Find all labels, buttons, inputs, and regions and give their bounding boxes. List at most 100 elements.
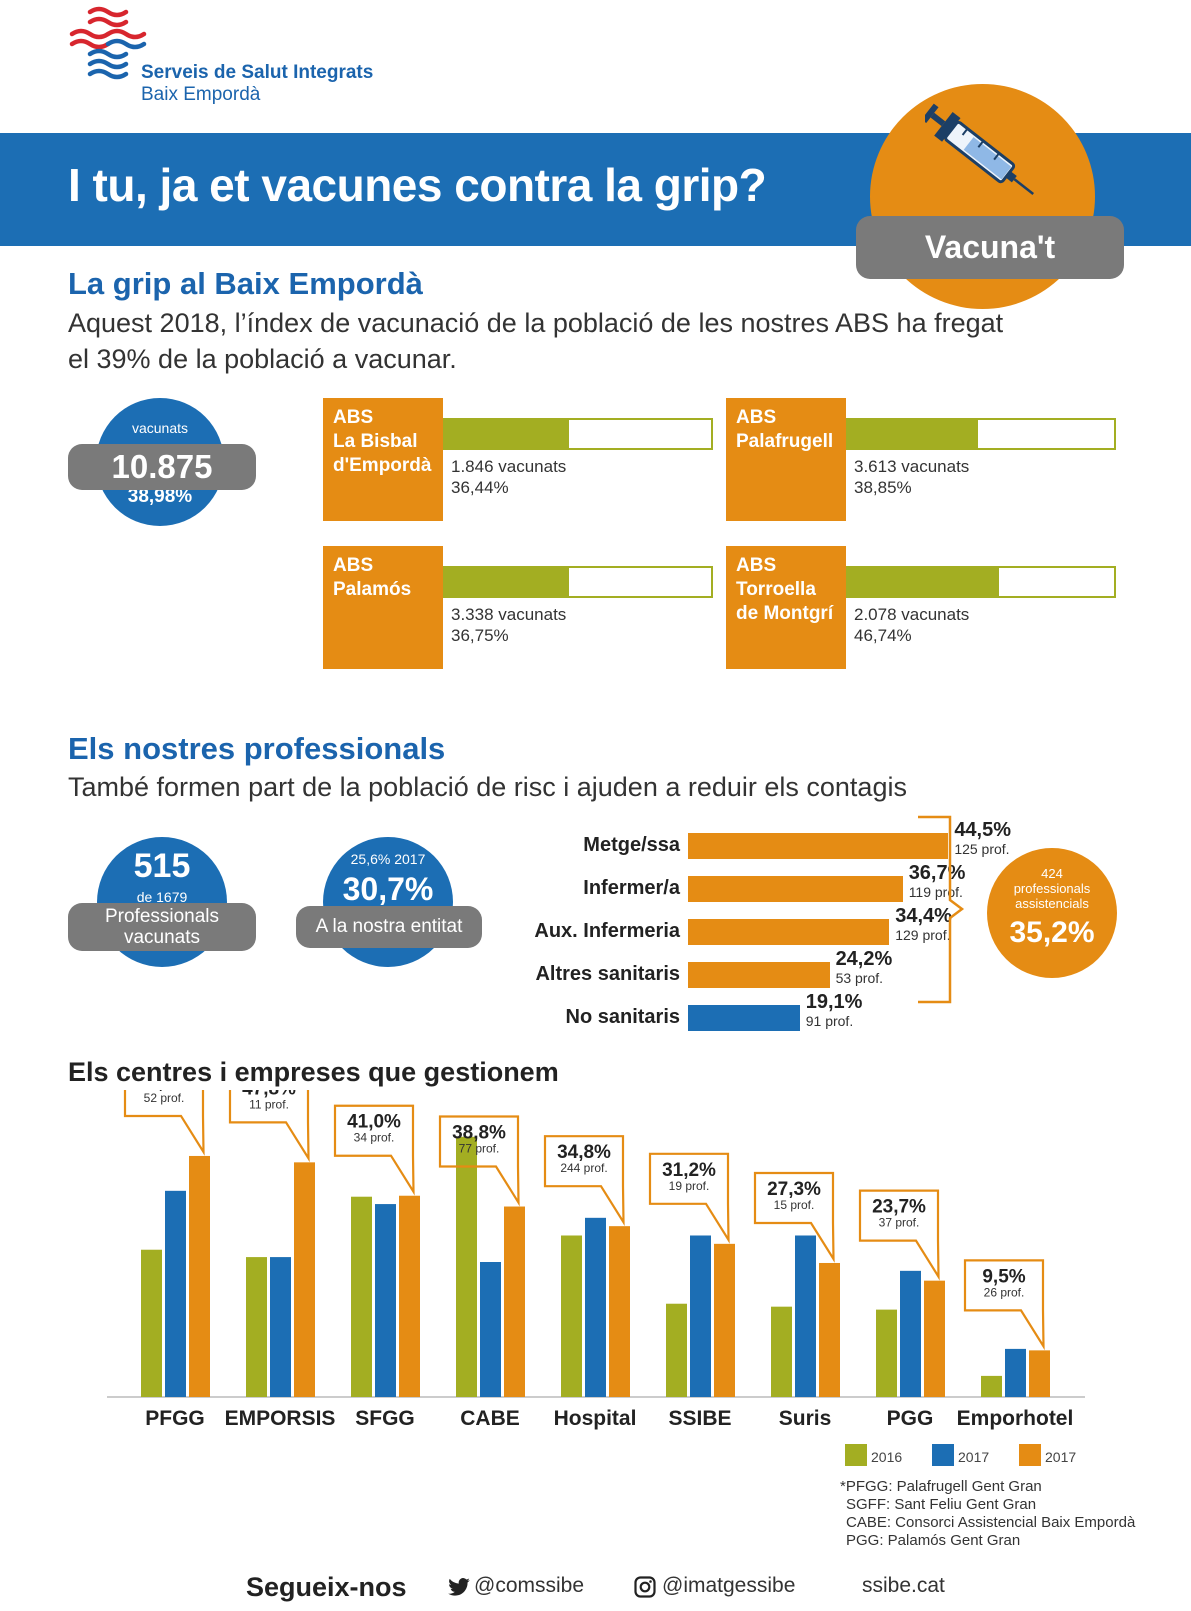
bar-sfgg-1 xyxy=(375,1204,396,1397)
callout-box xyxy=(438,1115,520,1207)
bar-sfgg-2 xyxy=(399,1195,420,1397)
vaccinated-pill-line: vacunats xyxy=(123,927,201,948)
callout-box xyxy=(543,1135,625,1227)
bar-cabe-1 xyxy=(480,1262,501,1397)
legend-label: 2016 xyxy=(871,1449,903,1465)
vaccinated-sub: de 1679 xyxy=(136,889,188,905)
abs-pct: 46,74% xyxy=(854,626,912,645)
summary-text: 424 professionals assistencials xyxy=(987,866,1117,911)
abs-label-line: ABS xyxy=(333,555,374,576)
abs-card: ABS Palamós 3.338 vacunats 36,75% xyxy=(323,546,713,669)
callout-count: 37 prof. xyxy=(879,1216,920,1230)
abs-label-line: ABS xyxy=(333,407,374,428)
professional-count: 53 prof. xyxy=(835,970,884,986)
abs-progress-bar xyxy=(443,566,713,598)
instagram-icon[interactable] xyxy=(634,1576,656,1598)
professional-bar xyxy=(688,919,890,945)
callout-box xyxy=(963,1259,1045,1351)
abs-label: ABS La Bisbal d'Empordà xyxy=(323,398,443,521)
category-label: EMPORSIS xyxy=(224,1407,336,1430)
bar-pfgg-2 xyxy=(189,1155,210,1397)
bar-cabe-0 xyxy=(456,1136,477,1397)
abs-progress-bar xyxy=(443,418,713,450)
abs-count-block: 2.078 vacunats 46,74% xyxy=(854,604,969,646)
footnote: PGG: Palamós Gent Gran xyxy=(846,1532,1021,1549)
bar-emporsis-1 xyxy=(270,1257,291,1397)
summary-circle: 424 professionals assistencials 35,2% xyxy=(987,848,1117,978)
bar-ssibe-0 xyxy=(666,1303,687,1397)
abs-label-line: d'Empordà xyxy=(333,455,432,476)
bar-emporsis-0 xyxy=(246,1257,267,1397)
professional-bar xyxy=(688,833,949,859)
callout-box xyxy=(333,1104,415,1196)
callout-count: 26 prof. xyxy=(984,1285,1025,1299)
bar-emporhotel-2 xyxy=(1029,1350,1050,1397)
legend-swatch xyxy=(932,1444,954,1466)
category-label: PGG xyxy=(886,1407,934,1430)
bar-cabe-2 xyxy=(504,1206,525,1397)
professional-pct: 34,4% xyxy=(895,905,952,927)
abs-label-line: Torroella xyxy=(736,579,816,600)
professional-bar xyxy=(688,962,830,988)
bar-emporhotel-1 xyxy=(1005,1348,1026,1397)
callout-box xyxy=(858,1189,940,1281)
bar-pgg-1 xyxy=(900,1270,921,1397)
callout-count: 15 prof. xyxy=(774,1198,815,1212)
callout-box xyxy=(753,1171,835,1263)
abs-card: ABS La Bisbal d'Empordà 1.846 vacunats 3… xyxy=(323,398,713,521)
category-label: PFGG xyxy=(145,1407,205,1430)
legend-label: 2017 xyxy=(1045,1449,1077,1465)
vaccinated-value: 515 xyxy=(133,847,191,885)
footnote: SGFF: Sant Feliu Gent Gran xyxy=(846,1496,1037,1513)
twitter-icon[interactable] xyxy=(448,1578,470,1596)
follow-label: Segueix-nos xyxy=(246,1572,407,1602)
professional-row-label: No sanitaris xyxy=(565,1006,680,1028)
twitter-handle[interactable]: @comssibe xyxy=(474,1574,585,1597)
callout-box xyxy=(123,1090,205,1156)
logo-mark xyxy=(69,6,147,80)
professional-row-label: Altres sanitaris xyxy=(535,963,680,985)
bar-pfgg-0 xyxy=(141,1249,162,1397)
legend-swatch xyxy=(845,1444,867,1466)
professional-row-label: Infermer/a xyxy=(583,877,680,899)
callout-box xyxy=(228,1090,310,1163)
category-label: Suris xyxy=(778,1407,832,1430)
entity-value: 30,7% xyxy=(342,871,434,907)
abs-label-line: ABS xyxy=(736,555,777,576)
professional-pct: 44,5% xyxy=(954,819,1012,841)
bar-emporhotel-0 xyxy=(981,1375,1002,1397)
category-label: SFGG xyxy=(355,1407,415,1430)
callout-box xyxy=(648,1152,730,1244)
callout-pct: 41,0% xyxy=(347,1112,401,1133)
abs-label-line: de Montgrí xyxy=(736,603,834,624)
professional-bar xyxy=(688,1005,800,1031)
abs-progress-bar xyxy=(846,418,1116,450)
abs-label: ABS Palafrugell xyxy=(726,398,846,521)
professional-row-label: Aux. Infermeria xyxy=(534,920,680,942)
callout-pct: 31,2% xyxy=(662,1160,716,1181)
website-link[interactable]: ssibe.cat xyxy=(862,1574,945,1597)
footnote: CABE: Consorci Assistencial Baix Empordà xyxy=(846,1514,1136,1531)
cta-label: Vacuna't xyxy=(856,216,1124,279)
bar-suris-2 xyxy=(819,1262,840,1397)
bar-emporsis-2 xyxy=(294,1162,315,1397)
abs-label-line: La Bisbal xyxy=(333,431,418,452)
bar-hospital-2 xyxy=(609,1226,630,1397)
professional-count: 125 prof. xyxy=(954,841,1010,857)
callout-pct: 27,3% xyxy=(767,1179,821,1200)
abs-progress-bar xyxy=(846,566,1116,598)
section-lead-line2: el 39% de la població a vacunar. xyxy=(68,344,457,374)
abs-card: ABS Torroella de Montgrí 2.078 vacunats … xyxy=(726,546,1116,669)
instagram-handle[interactable]: @imatgessibe xyxy=(662,1574,796,1597)
category-label: Emporhotel xyxy=(956,1407,1074,1430)
callout-count: 11 prof. xyxy=(249,1097,289,1111)
category-label: SSIBE xyxy=(668,1407,732,1430)
summary-line: assistencials xyxy=(1015,896,1089,911)
total-label: vacunats xyxy=(131,420,189,436)
abs-pct: 36,75% xyxy=(451,626,509,645)
entity-pill: A la nostra entitat xyxy=(296,906,482,948)
abs-count: 2.078 vacunats xyxy=(854,605,970,624)
abs-card: ABS Palafrugell 3.613 vacunats 38,85% xyxy=(726,398,1116,521)
summary-line: professionals xyxy=(1013,881,1091,896)
professional-count: 91 prof. xyxy=(805,1013,854,1029)
